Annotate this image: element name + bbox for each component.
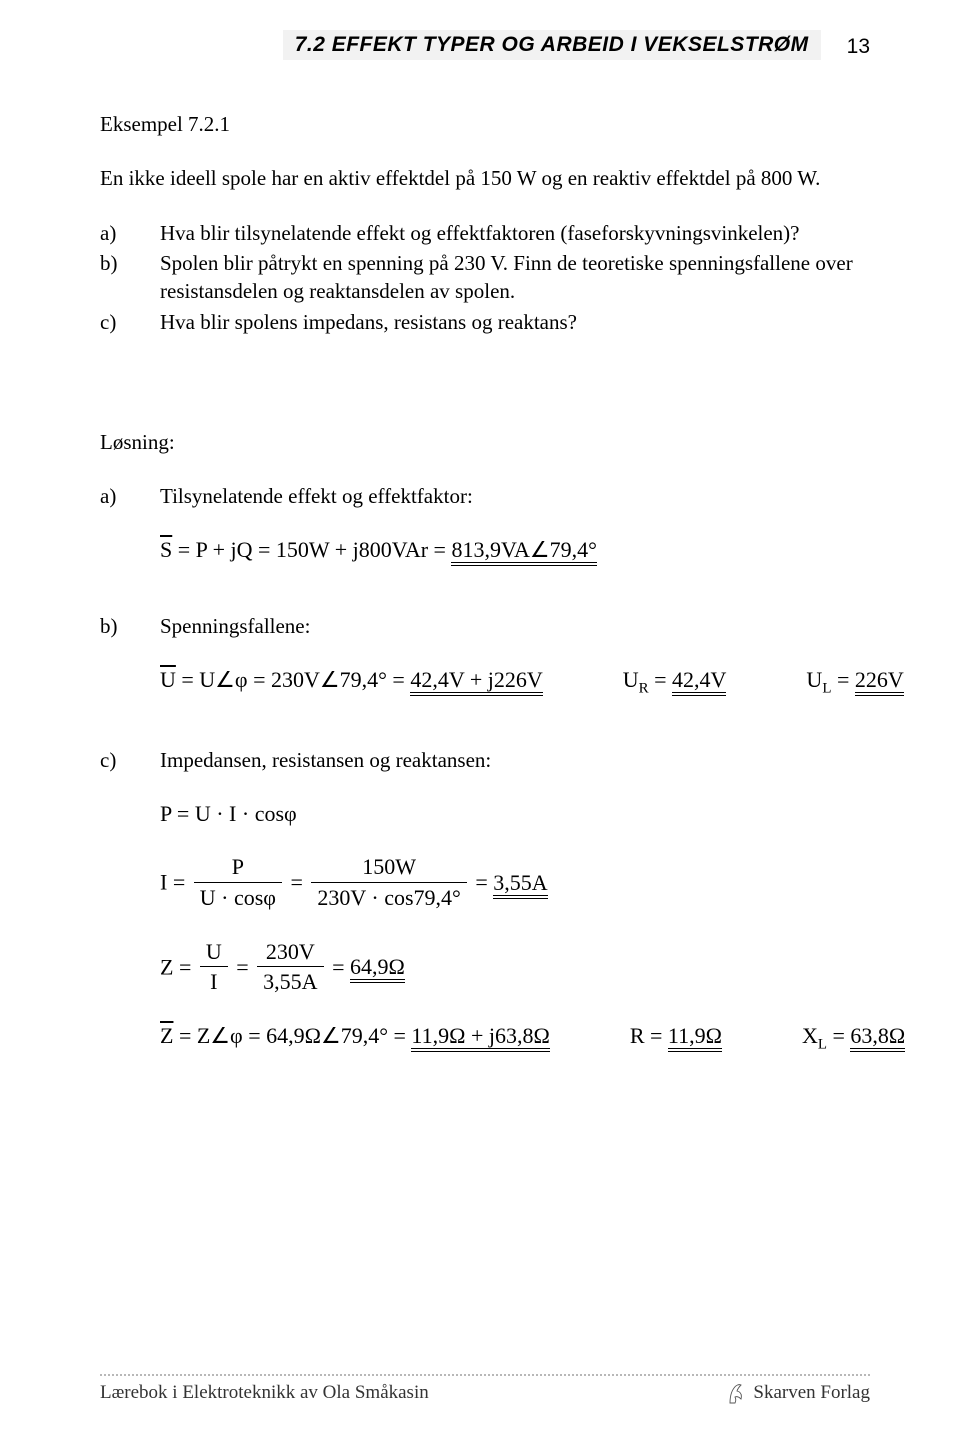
eq-lhs: R = [630, 1023, 668, 1048]
var-U-bar: U [160, 667, 176, 692]
eq-result: 813,9VA∠79,4° [451, 537, 596, 566]
equation-I: I = P U · cosφ = 150W 230V · cos79,4° = … [160, 852, 870, 912]
equation-R: R = 11,9Ω [630, 1021, 722, 1055]
answer-heading: Tilsynelatende effekt og effektfaktor: [160, 482, 473, 510]
eq-result: 3,55A [493, 870, 547, 899]
frac-den: U · cosφ [194, 882, 282, 913]
equation-UL: UL = 226V [806, 665, 903, 699]
answer-a: a) Tilsynelatende effekt og effektfaktor… [100, 482, 870, 564]
answer-b: b) Spenningsfallene: U = U∠φ = 230V∠79,4… [100, 612, 870, 698]
frac-num: P [194, 852, 282, 882]
fraction: 230V 3,55A [257, 937, 323, 997]
page-number: 13 [847, 35, 870, 59]
equation-Z: Z = U I = 230V 3,55A = 64,9Ω [160, 937, 870, 997]
eq-expr: = U∠φ = 230V∠79,4° = [181, 667, 404, 692]
equation-Zbar: Z = Z∠φ = 64,9Ω∠79,4° = 11,9Ω + j63,8Ω [160, 1021, 550, 1055]
page-footer: Lærebok i Elektroteknikk av Ola Småkasin… [100, 1374, 870, 1405]
equation-U-row: U = U∠φ = 230V∠79,4° = 42,4V + j226V UR … [160, 665, 870, 699]
equation-P: P = U · I · cosφ [160, 799, 870, 829]
fraction: P U · cosφ [194, 852, 282, 912]
answer-heading: Spenningsfallene: [160, 612, 310, 640]
answer-heading: Impedansen, resistansen og reaktansen: [160, 746, 491, 774]
publisher-name: Skarven Forlag [753, 1382, 870, 1403]
eq-sign: = [831, 667, 854, 692]
question-text: Hva blir spolens impedans, resistans og … [160, 308, 870, 338]
section-title: 7.2 EFFEKT TYPER OG ARBEID I VEKSELSTRØM [283, 30, 821, 60]
eq-result: 11,9Ω [668, 1023, 722, 1052]
eq-lhs: Z = [160, 954, 197, 979]
example-intro: En ikke ideell spole har en aktiv effekt… [100, 164, 870, 192]
example-label: Eksempel 7.2.1 [100, 110, 870, 138]
frac-den: 230V · cos79,4° [311, 882, 466, 913]
answer-label: b) [100, 612, 160, 640]
equation-XL: XL = 63,8Ω [802, 1021, 905, 1055]
question-label: b) [100, 249, 160, 308]
equation-UR: UR = 42,4V [623, 665, 727, 699]
footer-left: Lærebok i Elektroteknikk av Ola Småkasin [100, 1382, 429, 1405]
sub-L: L [818, 1037, 827, 1053]
eq-result: 63,8Ω [850, 1023, 905, 1052]
question-text: Spolen blir påtrykt en spenning på 230 V… [160, 249, 870, 308]
solution-label: Løsning: [100, 428, 870, 456]
question-text: Hva blir tilsynelatende effekt og effekt… [160, 219, 870, 249]
answer-c: c) Impedansen, resistansen og reaktansen… [100, 746, 870, 1054]
frac-den: I [200, 966, 228, 997]
frac-den: 3,55A [257, 966, 323, 997]
equation-Zbar-row: Z = Z∠φ = 64,9Ω∠79,4° = 11,9Ω + j63,8Ω R… [160, 1021, 870, 1055]
page: 7.2 EFFEKT TYPER OG ARBEID I VEKSELSTRØM… [0, 0, 960, 1453]
frac-num: 230V [257, 937, 323, 967]
answer-label: c) [100, 746, 160, 774]
var-XL: X [802, 1023, 818, 1048]
var-UR: U [623, 667, 639, 692]
eq-sign: = [332, 954, 350, 979]
question-a: a) Hva blir tilsynelatende effekt og eff… [100, 219, 870, 249]
eq-result: 64,9Ω [350, 954, 405, 983]
fraction: 150W 230V · cos79,4° [311, 852, 466, 912]
equation-U: U = U∠φ = 230V∠79,4° = 42,4V + j226V [160, 665, 543, 699]
frac-num: U [200, 937, 228, 967]
eq-expr: = Z∠φ = 64,9Ω∠79,4° = [173, 1023, 411, 1048]
footer-divider [100, 1374, 870, 1376]
eq-sign: = [290, 870, 308, 895]
var-S-bar: S [160, 537, 172, 562]
question-label: a) [100, 219, 160, 249]
footer-right: Skarven Forlag [727, 1382, 870, 1405]
question-list: a) Hva blir tilsynelatende effekt og eff… [100, 219, 870, 338]
eq-sign: = [827, 1023, 850, 1048]
frac-num: 150W [311, 852, 466, 882]
question-label: c) [100, 308, 160, 338]
question-b: b) Spolen blir påtrykt en spenning på 23… [100, 249, 870, 308]
page-header: 7.2 EFFEKT TYPER OG ARBEID I VEKSELSTRØM… [100, 30, 870, 60]
sub-R: R [639, 680, 649, 696]
publisher-logo-icon [727, 1383, 745, 1405]
eq-expr: = P + jQ = 150W + j800VAr = [178, 537, 446, 562]
eq-result: 11,9Ω + j63,8Ω [411, 1023, 549, 1052]
eq-lhs: I = [160, 870, 191, 895]
eq-sign: = [475, 870, 493, 895]
var-UL: U [806, 667, 822, 692]
eq-sign: = [649, 667, 672, 692]
eq-result: 42,4V + j226V [410, 667, 542, 696]
eq-sign: = [236, 954, 254, 979]
var-Z-bar: Z [160, 1023, 173, 1048]
equation-S: S = P + jQ = 150W + j800VAr = 813,9VA∠79… [160, 535, 870, 565]
eq-result: 42,4V [672, 667, 726, 696]
fraction: U I [200, 937, 228, 997]
question-c: c) Hva blir spolens impedans, resistans … [100, 308, 870, 338]
page-body: Eksempel 7.2.1 En ikke ideell spole har … [100, 110, 870, 1055]
answer-label: a) [100, 482, 160, 510]
eq-result: 226V [855, 667, 904, 696]
